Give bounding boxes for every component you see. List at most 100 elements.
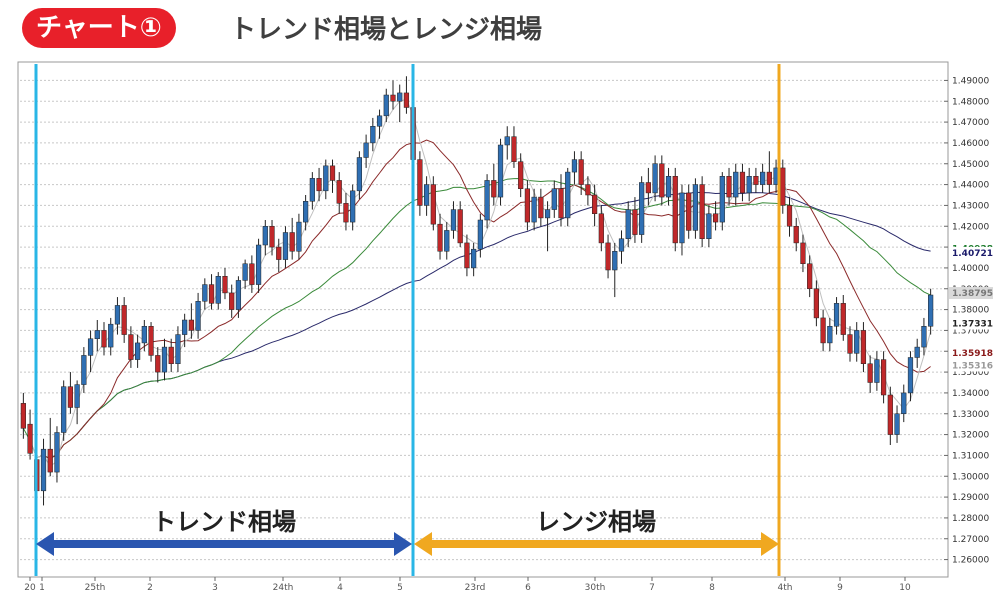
price-marker-box (949, 359, 993, 372)
candle-down (67, 386, 74, 408)
candle-down (403, 92, 410, 108)
candle-up (612, 251, 618, 271)
candle-up (40, 448, 47, 492)
candle-up (215, 276, 221, 304)
candle-up (94, 330, 100, 339)
candle-up (444, 230, 450, 252)
arrow-head-right (761, 532, 779, 556)
x-tick-label: 1 (39, 583, 45, 593)
candle-down (598, 213, 604, 244)
candle-up (262, 226, 268, 246)
range-phase-arrow (414, 532, 779, 556)
x-tick-label: 5 (397, 583, 403, 593)
chart-header: チャート① トレンド相場とレンジ相場 (0, 0, 1000, 62)
candle-down (390, 94, 396, 102)
candle-down (518, 161, 524, 190)
x-tick-label: 3 (212, 583, 218, 593)
candle-up (135, 342, 141, 360)
candle-up (296, 221, 302, 252)
candle-up (833, 303, 840, 327)
candle-up (87, 338, 94, 356)
candle-up (497, 144, 504, 198)
candle-down (887, 394, 893, 435)
candle-down (188, 319, 194, 331)
price-marker-box (949, 246, 993, 259)
candle-down (800, 242, 806, 265)
candle-down (269, 226, 275, 248)
arrow-head-left (414, 532, 432, 556)
x-tick-label: 8 (709, 583, 715, 593)
candle-down (343, 203, 349, 223)
x-tick-label: 10 (899, 583, 911, 593)
x-tick-label: 24th (273, 583, 294, 593)
candle-down (276, 246, 282, 260)
candle-down (712, 213, 719, 223)
candle-up (383, 94, 389, 117)
candle-down (592, 194, 598, 214)
candle-up (854, 330, 860, 354)
y-tick-label: 1.47000 (952, 118, 989, 128)
candle-up (914, 346, 920, 358)
candle-up (471, 248, 477, 269)
candle-down (867, 363, 873, 383)
candle-down (807, 263, 813, 289)
candle-up (61, 386, 67, 433)
candle-up (706, 213, 712, 239)
candle-up (746, 176, 752, 194)
plot-area (17, 61, 949, 578)
candle-up (114, 305, 121, 325)
y-tick-label: 1.35000 (952, 368, 989, 378)
candle-down (659, 163, 665, 198)
candle-up (242, 263, 248, 281)
candle-down (578, 159, 584, 185)
candle-down (249, 263, 255, 285)
candle-down (336, 180, 342, 204)
candle-down (457, 209, 463, 244)
price-marker-box (949, 287, 993, 300)
x-tick-label: 30th (585, 583, 606, 593)
trend-phase-arrow (36, 532, 412, 556)
candle-up (618, 238, 625, 252)
phase-arrows: トレンド相場 レンジ相場 (36, 508, 779, 556)
y-tick-label: 1.32000 (952, 431, 989, 441)
candle-down (491, 180, 497, 198)
candle-down (538, 196, 544, 219)
y-tick-label: 1.48000 (952, 97, 989, 107)
candle-up (309, 178, 315, 202)
candle-down (780, 167, 786, 206)
candle-down (605, 242, 611, 271)
candle-up (350, 190, 356, 223)
y-tick-label: 1.33000 (952, 410, 989, 420)
candle-up (907, 357, 914, 394)
candle-down (329, 165, 336, 181)
x-tick-label: 7 (649, 583, 655, 593)
candle-up (551, 188, 557, 210)
y-tick-label: 1.34000 (952, 389, 989, 399)
y-tick-label: 1.26000 (952, 556, 989, 566)
y-tick-label: 1.28000 (952, 514, 989, 524)
candle-down (558, 188, 564, 219)
x-tick-label: 2 (147, 583, 153, 593)
y-tick-label: 1.40000 (952, 264, 989, 274)
candle-up (363, 142, 369, 158)
price-marker-label: 1.35316 (952, 362, 993, 372)
candle-up (282, 232, 289, 260)
chart-number-badge: チャート① (22, 8, 176, 48)
candle-down (813, 288, 819, 319)
candle-down (786, 205, 793, 227)
candle-up (397, 92, 403, 102)
price-marker-label: 1.40721 (952, 249, 993, 259)
candle-up (874, 359, 880, 383)
candle-up (504, 136, 510, 146)
candle-up (303, 201, 309, 223)
candle-down (128, 334, 134, 360)
candle-down (847, 334, 853, 354)
candle-down (739, 171, 746, 194)
candle-down (208, 284, 215, 304)
y-tick-label: 1.30000 (952, 472, 989, 482)
range-phase-label: レンジ相場 (536, 508, 656, 536)
y-tick-label: 1.27000 (952, 535, 989, 545)
candle-down (699, 184, 705, 239)
candle-up (719, 176, 725, 223)
